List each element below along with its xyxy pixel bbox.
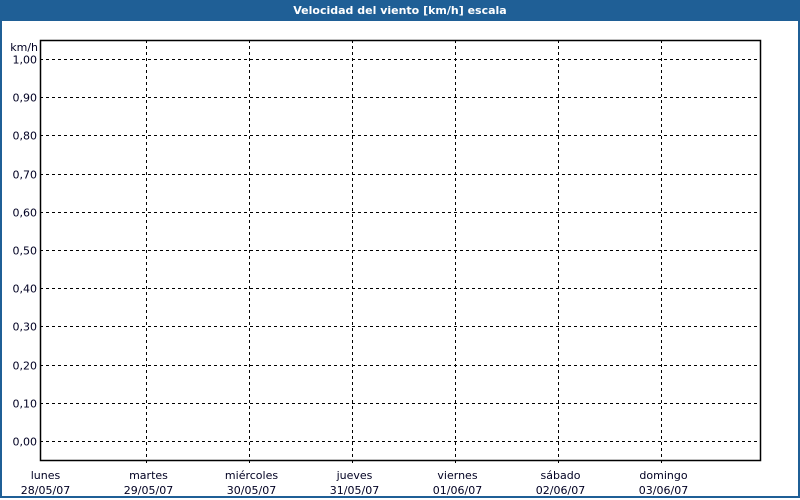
y-tick-label: 0,20 [13,360,38,373]
x-tick-date: 01/06/07 [433,484,482,497]
y-tick-label: 0,90 [13,92,38,105]
x-tick-date: 31/05/07 [330,484,379,497]
x-tick-day: domingo [639,469,687,482]
y-tick-label: 0,10 [13,398,38,411]
x-tick-day: martes [129,469,168,482]
y-tick-label: 0,30 [13,321,38,334]
y-tick-label: 0,00 [13,436,38,449]
plot-frame [39,39,762,462]
x-tick-date: 28/05/07 [21,484,70,497]
y-tick-label: 0,50 [13,245,38,258]
x-tick-date: 29/05/07 [124,484,173,497]
window-title: Velocidad del viento [km/h] escala [0,0,800,21]
x-tick-day: sábado [541,469,581,482]
x-tick-day: miércoles [225,469,278,482]
y-tick-label: 0,60 [13,207,38,220]
x-tick-day: jueves [336,469,373,482]
x-tick-date: 02/06/07 [536,484,585,497]
y-tick-label: 1,00 [13,54,38,67]
x-tick-date: 03/06/07 [639,484,688,497]
y-tick-label: 0,80 [13,130,38,143]
x-tick-day: lunes [31,469,61,482]
y-tick-label: 0,70 [13,169,38,182]
x-tick-date: 30/05/07 [227,484,276,497]
x-tick-day: viernes [437,469,477,482]
y-tick-label: 0,40 [13,283,38,296]
y-axis-label: km/h [10,41,38,54]
